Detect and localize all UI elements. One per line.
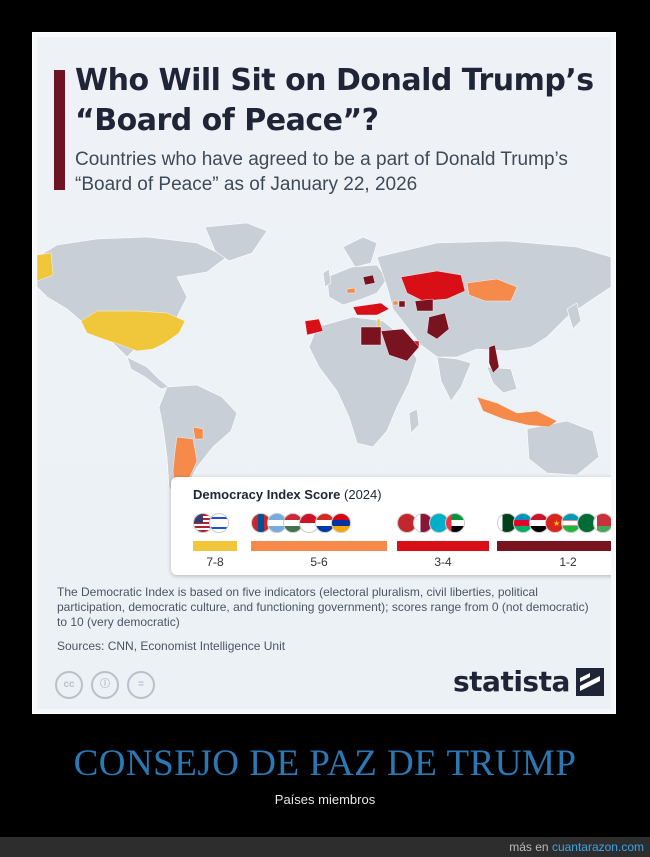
turkey-region: [352, 302, 390, 316]
india-land: [436, 356, 472, 402]
southeast-asia-land: [486, 366, 518, 394]
legend-range-7-8: 7-8: [206, 555, 224, 569]
saudi-arabia-region: [380, 328, 420, 362]
infographic-frame: Who Will Sit on Donald Trump’s “Board of…: [32, 32, 616, 714]
chart-subtitle: Countries who have agreed to be a part o…: [75, 149, 568, 195]
site-link[interactable]: cuantarazon.com: [551, 840, 644, 854]
hungary-region: [346, 287, 356, 294]
title-accent-bar: [54, 70, 65, 190]
legend-group-5-6: 5-6: [251, 513, 387, 571]
japan-land: [566, 302, 582, 330]
license-icons: cc ⓘ =: [55, 671, 163, 699]
statista-logo-icon: [575, 667, 604, 696]
methodology-note: The Democratic Index is based on five in…: [57, 585, 589, 629]
mongolia-region: [466, 278, 518, 302]
armenia-flag-icon: [331, 513, 351, 533]
no-derivatives-icon[interactable]: =: [127, 671, 155, 699]
infographic-card: Who Will Sit on Donald Trump’s “Board of…: [37, 37, 611, 709]
uzbekistan-region: [414, 298, 434, 312]
legend-group-1-2: ★ 1-2: [497, 513, 611, 571]
post-subcaption: Países miembros: [274, 792, 376, 807]
legend-range-1-2: 1-2: [559, 555, 577, 569]
belarus-flag-icon: [593, 513, 611, 533]
statista-logo[interactable]: statista: [453, 665, 604, 698]
madagascar-land: [408, 408, 420, 434]
egypt-region: [360, 326, 382, 346]
armenia-region: [392, 300, 399, 306]
legend-group-3-4: 3-4: [397, 513, 489, 571]
chart-title: Who Will Sit on Donald Trump’s “Board of…: [75, 63, 594, 138]
paraguay-region: [192, 426, 204, 440]
footer-credit: más en cuantarazon.com: [509, 840, 644, 854]
uk-land: [322, 268, 332, 288]
creative-commons-icon[interactable]: cc: [55, 671, 83, 699]
indonesia-region: [476, 396, 558, 428]
israel-flag-icon: [209, 513, 229, 533]
belarus-region: [362, 274, 376, 286]
pakistan-region: [426, 312, 450, 340]
vietnam-region: [488, 344, 500, 374]
usa-region: [80, 310, 186, 352]
alaska-region: [37, 252, 54, 282]
morocco-region: [304, 318, 324, 336]
site-footer: más en cuantarazon.com: [0, 837, 650, 857]
post-caption: CONSEJO DE PAZ DE TRUMP: [73, 743, 577, 784]
central-america-land: [126, 356, 170, 390]
legend-range-3-4: 3-4: [434, 555, 452, 569]
statista-wordmark: statista: [453, 665, 570, 698]
azerbaijan-region: [398, 300, 406, 308]
kazakhstan-region: [400, 270, 466, 302]
scandinavia-land: [342, 236, 378, 268]
legend-group-7-8: 7-8: [193, 513, 237, 571]
australia-land: [526, 420, 600, 476]
world-map: [37, 222, 611, 503]
israel-region: [376, 318, 381, 328]
europe-land: [326, 264, 388, 306]
greenland-land: [204, 222, 268, 262]
attribution-icon[interactable]: ⓘ: [91, 671, 119, 699]
democracy-index-legend: Democracy Index Score (2024) 7-8 5-6: [171, 477, 611, 575]
legend-title: Democracy Index Score (2024): [193, 487, 382, 502]
sources-line: Sources: CNN, Economist Intelligence Uni…: [57, 639, 286, 653]
uae-flag-icon: [445, 513, 465, 533]
legend-range-5-6: 5-6: [310, 555, 328, 569]
